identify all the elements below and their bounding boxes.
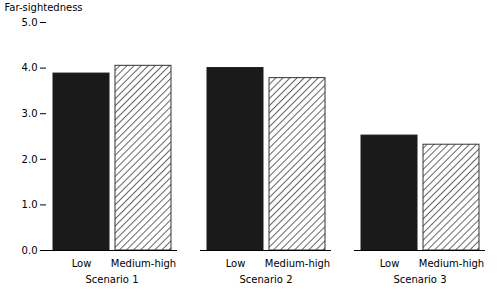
svg-text:5.0: 5.0	[22, 17, 38, 28]
svg-text:Medium-high: Medium-high	[419, 258, 484, 269]
svg-text:Medium-high: Medium-high	[111, 258, 176, 269]
svg-text:Low: Low	[380, 258, 400, 269]
svg-text:4.0: 4.0	[22, 62, 38, 73]
svg-text:2.0: 2.0	[22, 154, 38, 165]
svg-text:Scenario 1: Scenario 1	[85, 274, 138, 285]
svg-text:Low: Low	[72, 258, 92, 269]
svg-text:Medium-high: Medium-high	[265, 258, 330, 269]
svg-text:Scenario 3: Scenario 3	[393, 274, 446, 285]
svg-text:1.0: 1.0	[22, 199, 38, 210]
svg-text:Far-sightedness: Far-sightedness	[5, 2, 83, 13]
svg-text:3.0: 3.0	[22, 108, 38, 119]
svg-text:0.0: 0.0	[22, 245, 38, 256]
svg-text:Low: Low	[226, 258, 246, 269]
svg-text:Scenario 2: Scenario 2	[239, 274, 292, 285]
